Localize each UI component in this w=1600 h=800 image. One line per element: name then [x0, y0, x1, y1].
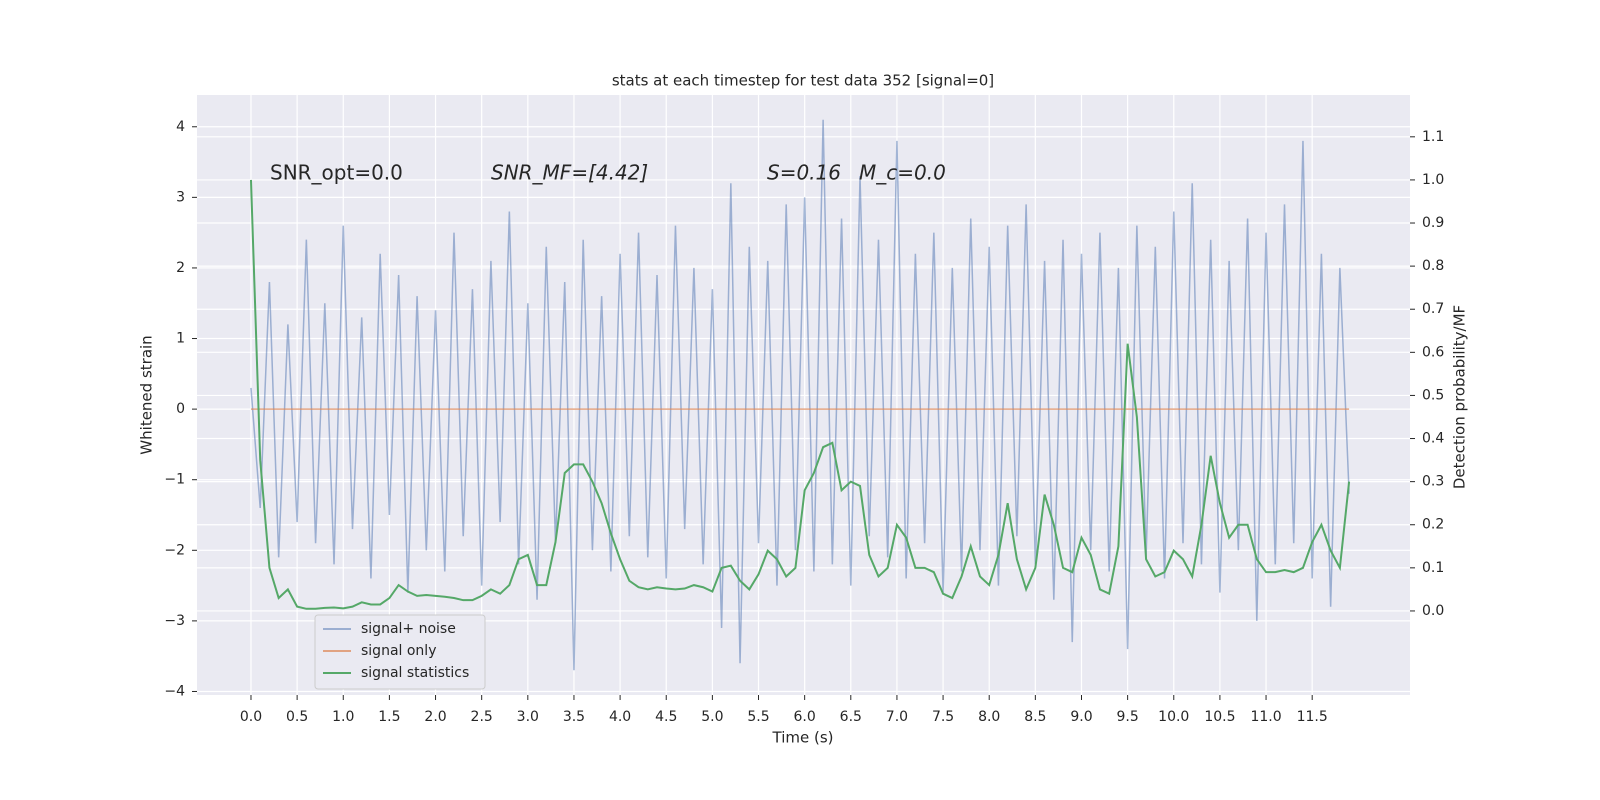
y-tick-label: 2 [176, 260, 185, 276]
annotation: S=0.16 [767, 161, 841, 185]
y-tick-label: −3 [164, 613, 185, 629]
legend: signal+ noise signal only signal statistic… [314, 614, 486, 690]
y2-tick-label: 0.1 [1422, 560, 1444, 576]
x-tick-label: 0.5 [286, 709, 308, 725]
y2-tick-label: 0.7 [1422, 301, 1444, 317]
x-tick-label: 8.5 [1024, 709, 1046, 725]
y2-tick-label: 1.1 [1422, 129, 1444, 145]
x-tick-label: 3.5 [563, 709, 585, 725]
x-tick-label: 9.5 [1116, 709, 1138, 725]
y-tick-label: 4 [176, 119, 185, 135]
x-tick-label: 10.0 [1158, 709, 1189, 725]
y2-tick-label: 0.9 [1422, 215, 1444, 231]
x-tick-label: 5.5 [747, 709, 769, 725]
annotation: M_c=0.0 [859, 161, 946, 185]
y2-tick-label: 0.2 [1422, 517, 1444, 533]
y2-tick-label: 0.4 [1422, 431, 1444, 447]
x-tick-label: 2.0 [424, 709, 446, 725]
y-axis-label: Whitened strain [138, 335, 156, 454]
x-tick-label: 3.0 [517, 709, 539, 725]
x-tick-label: 11.0 [1250, 709, 1281, 725]
series-line [249, 179, 1351, 610]
x-tick-label: 7.0 [886, 709, 908, 725]
y-tick-label: 3 [176, 189, 185, 205]
x-tick-label: 10.5 [1204, 709, 1235, 725]
x-tick-label: 0.0 [240, 709, 262, 725]
y2-tick-label: 0.0 [1422, 603, 1444, 619]
x-tick-label: 4.0 [609, 709, 631, 725]
legend-box [314, 614, 486, 690]
y-tick-label: −4 [164, 683, 185, 699]
x-tick-label: 5.0 [701, 709, 723, 725]
series-line [250, 119, 1350, 671]
y2-tick-label: 0.3 [1422, 474, 1444, 490]
legend-label: signal only [361, 643, 436, 659]
x-tick-label: 6.5 [840, 709, 862, 725]
legend-label: signal+ noise [361, 621, 456, 637]
x-axis-label: Time (s) [772, 729, 834, 747]
x-tick-label: 1.0 [332, 709, 354, 725]
annotation: SNR_opt=0.0 [270, 161, 403, 185]
y-tick-label: 1 [176, 331, 185, 347]
y2-tick-label: 0.6 [1422, 344, 1444, 360]
x-tick-label: 2.5 [471, 709, 493, 725]
chart-title: stats at each timestep for test data 352… [612, 72, 994, 90]
y2-axis-label: Detection probability/MF [1451, 305, 1469, 489]
y2-tick-label: 0.8 [1422, 258, 1444, 274]
y-tick-label: 0 [176, 401, 185, 417]
y2-tick-label: 1.0 [1422, 172, 1444, 188]
y-tick-label: −1 [164, 472, 185, 488]
x-tick-label: 9.0 [1070, 709, 1092, 725]
x-tick-label: 11.5 [1297, 709, 1328, 725]
x-tick-label: 6.0 [794, 709, 816, 725]
legend-label: signal statistics [361, 665, 469, 681]
x-tick-label: 7.5 [932, 709, 954, 725]
y2-tick-label: 0.5 [1422, 387, 1444, 403]
x-tick-label: 1.5 [378, 709, 400, 725]
y-tick-label: −2 [164, 542, 185, 558]
x-tick-label: 4.5 [655, 709, 677, 725]
annotation: SNR_MF=[4.42] [491, 161, 648, 185]
x-tick-label: 8.0 [978, 709, 1000, 725]
